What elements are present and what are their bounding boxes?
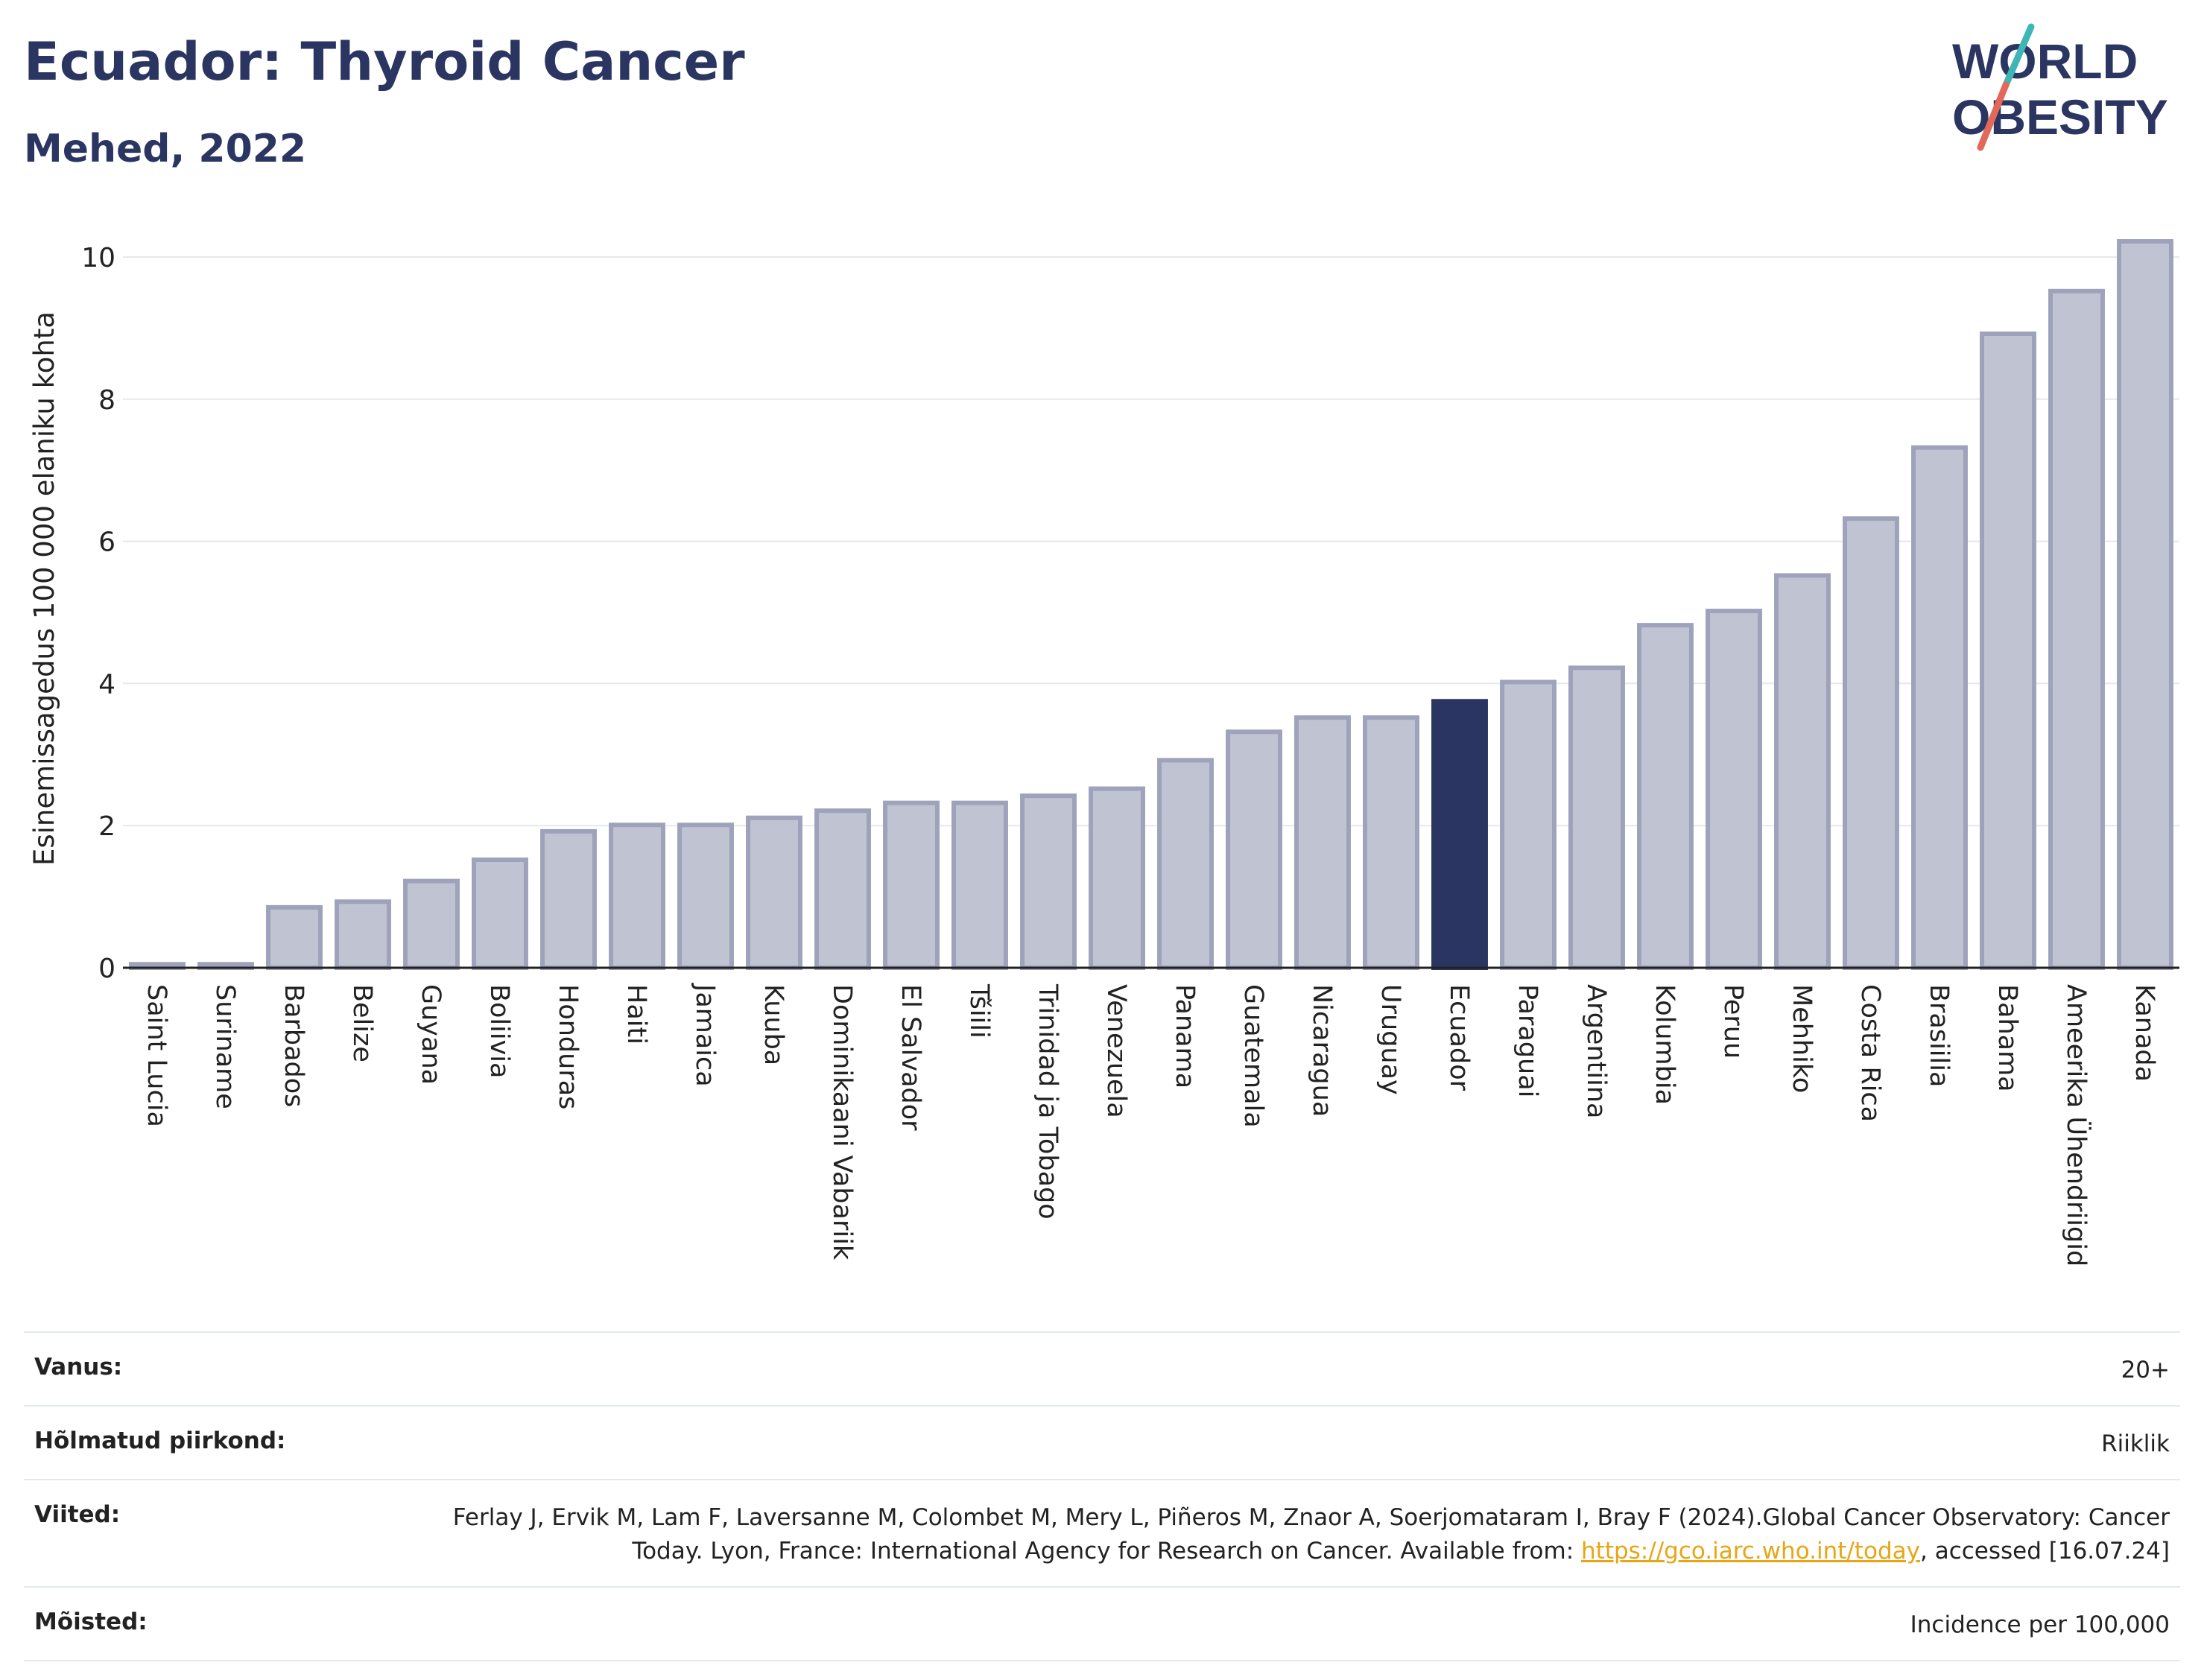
x-tick-label: Costa Rica — [1855, 984, 1885, 1122]
meta-value: 20+ — [2121, 1357, 2170, 1383]
x-tick-label: Paraguai — [1513, 984, 1542, 1097]
y-tick-label: 2 — [98, 811, 115, 842]
bar-dominikaani-vabariik[interactable] — [814, 808, 871, 971]
reference-text: Ferlay J, Ervik M, Lam F, Laversanne M, … — [452, 1504, 2170, 1565]
x-tick-label: Jamaica — [690, 983, 720, 1087]
x-tick-label: Honduras — [553, 984, 583, 1109]
world-obesity-logo: WORLD OBESITY — [1952, 23, 2168, 151]
bar-bahama[interactable] — [1980, 332, 2036, 971]
logo-slash-top — [2002, 23, 2035, 89]
bar-guyana[interactable] — [403, 878, 460, 971]
bar-paraguai[interactable] — [1500, 679, 1557, 970]
bar-brasiilia[interactable] — [1911, 445, 1968, 970]
x-tick-label: Argentiina — [1581, 984, 1611, 1118]
chart-subtitle: Mehed, 2022 — [24, 127, 307, 171]
meta-row-definitions: Mõisted: Incidence per 100,000 — [24, 1586, 2180, 1661]
x-tick-label: Nicaragua — [1307, 984, 1337, 1117]
meta-label: Hõlmatud piirkond: — [34, 1427, 286, 1454]
y-tick-label: 6 — [98, 527, 115, 558]
y-tick-label: 4 — [98, 669, 115, 700]
bar-el-salvador[interactable] — [883, 800, 940, 970]
bar-nicaragua[interactable] — [1294, 715, 1351, 971]
bar-haiti[interactable] — [609, 822, 665, 970]
y-tick-label: 0 — [98, 954, 115, 984]
x-tick-label: Suriname — [210, 984, 240, 1109]
bar-trinidad-ja-tobago[interactable] — [1020, 793, 1077, 970]
x-tick-label: Kolumbia — [1650, 984, 1679, 1105]
meta-row-age: Vanus: 20+ — [24, 1331, 2180, 1405]
reference-link[interactable]: https://gco.iarc.who.int/today — [1581, 1538, 1920, 1565]
x-tick-label: Peruu — [1718, 984, 1748, 1059]
reference-suffix: , accessed [16.07.24] — [1919, 1538, 2170, 1565]
y-tick-label: 8 — [98, 385, 115, 416]
x-tick-label: El Salvador — [896, 984, 925, 1131]
bar-barbados[interactable] — [266, 904, 323, 971]
meta-value: Ferlay J, Ervik M, Lam F, Laversanne M, … — [434, 1501, 2170, 1568]
x-tick-label: Bahama — [1992, 984, 2022, 1092]
bar-kolumbia[interactable] — [1637, 623, 1694, 970]
bar-boliivia[interactable] — [472, 857, 528, 970]
chart-title: Ecuador: Thyroid Cancer — [24, 31, 745, 92]
bar-ecuador[interactable] — [1431, 699, 1488, 970]
meta-label: Mõisted: — [34, 1608, 148, 1635]
x-tick-label: Venezuela — [1101, 984, 1131, 1118]
bar-mehhiko[interactable] — [1774, 573, 1831, 970]
metadata-table: Vanus: 20+ Hõlmatud piirkond: Riiklik Vi… — [24, 1331, 2180, 1661]
x-tick-label: Tšiili — [964, 983, 994, 1039]
bar-argentiina[interactable] — [1568, 665, 1625, 970]
bar-panama[interactable] — [1157, 758, 1214, 970]
bar-uruguay[interactable] — [1363, 715, 1419, 971]
bar-chart: 0 2 4 6 8 10 Saint Lucia Suriname Barbados Belize… — [28, 239, 2179, 1267]
y-tick-label: 10 — [81, 243, 115, 273]
bar-peruu[interactable] — [1706, 609, 1762, 970]
x-tick-label: Boliivia — [484, 984, 514, 1078]
x-tick-label: Brasiilia — [1924, 984, 1954, 1087]
x-tick-label: Guatemala — [1238, 984, 1268, 1128]
x-tick-label: Ameerika Ühendriigid — [2061, 984, 2092, 1267]
bar-kuuba[interactable] — [746, 815, 802, 971]
bar-venezuela[interactable] — [1089, 786, 1145, 971]
bar-belize[interactable] — [335, 899, 391, 970]
meta-row-references: Viited: Ferlay J, Ervik M, Lam F, Lavers… — [24, 1479, 2180, 1586]
bar-honduras[interactable] — [540, 828, 597, 971]
meta-row-coverage: Hõlmatud piirkond: Riiklik — [24, 1405, 2180, 1479]
x-tick-label: Ecuador — [1444, 984, 1474, 1091]
x-tick-label: Kuuba — [759, 984, 788, 1065]
x-tick-label: Belize — [347, 984, 377, 1062]
x-tick-label: Guyana — [416, 984, 446, 1085]
meta-value: Incidence per 100,000 — [1910, 1611, 2170, 1638]
meta-label: Vanus: — [34, 1354, 123, 1381]
x-tick-label: Saint Lucia — [142, 984, 171, 1127]
bar-kanada[interactable] — [2117, 239, 2173, 970]
axes: 0 2 4 6 8 10 Saint Lucia Suriname Barbados Belize… — [81, 243, 2179, 1267]
meta-value: Riiklik — [2101, 1430, 2170, 1457]
x-tick-label: Kanada — [2129, 984, 2159, 1082]
x-tick-label: Dominikaani Vabariik — [827, 984, 857, 1261]
x-tick-label: Mehhiko — [1787, 984, 1817, 1093]
bar-costa-rica[interactable] — [1843, 516, 1899, 970]
bar-t-iili[interactable] — [951, 800, 1008, 970]
logo-line-1: WORLD — [1952, 34, 2138, 89]
meta-label: Viited: — [34, 1501, 121, 1528]
x-tick-label: Panama — [1170, 984, 1200, 1088]
logo-slash-bottom — [1977, 81, 2010, 151]
x-tick-label: Barbados — [279, 984, 308, 1107]
bar-jamaica[interactable] — [677, 822, 734, 970]
bars — [129, 239, 2173, 971]
gridlines — [123, 256, 2179, 827]
x-tick-label: Uruguay — [1375, 984, 1405, 1095]
y-axis-label: Esinemissagedus 100 000 elaniku kohta — [28, 311, 60, 866]
x-tick-label: Trinidad ja Tobago — [1033, 983, 1063, 1220]
bar-ameerika-hendriigid[interactable] — [2048, 288, 2105, 970]
x-tick-label: Haiti — [621, 984, 651, 1045]
bar-guatemala[interactable] — [1226, 729, 1282, 970]
